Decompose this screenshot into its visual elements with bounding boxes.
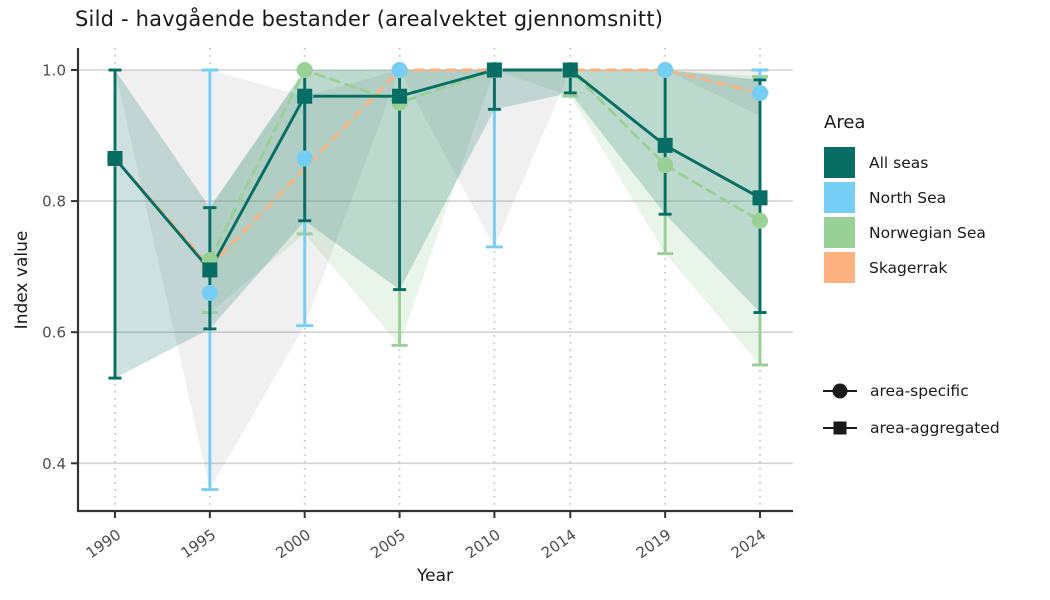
norwegian-sea-swatch-icon [824,217,855,248]
shape-legend-item-area-aggregated: area-aggregated [822,409,1050,446]
marker-north-sea [752,84,769,101]
series-line-all-seas [113,68,762,272]
marker-norwegian-sea [296,62,313,78]
circle-marker-icon [823,381,857,401]
shape-legend-label: area-aggregated [870,418,1000,437]
x-tick-label: 2024 [728,526,770,563]
skagerrak-swatch-icon [824,252,855,283]
legend-item-north-sea: North Sea [822,180,1042,215]
x-tick-label: 2000 [272,526,314,563]
marker-all-seas [202,262,218,278]
ribbon-north-sea [115,70,761,490]
x-tick-label: 2010 [462,526,504,563]
y-tick-label: 0.8 [42,193,66,211]
key-marker-shape [832,383,848,398]
shape-legend-item-area-specific: area-specific [822,372,1050,409]
north-sea-swatch-icon [824,182,855,213]
key-marker-shape [833,421,847,434]
square-marker-icon [823,418,857,438]
marker-norwegian-sea [752,212,769,229]
legend-item-skagerrak: Skagerrak [822,250,1042,285]
marker-all-seas [297,88,313,104]
ribbon-norwegian-sea [209,70,761,365]
marker-all-seas [107,150,123,166]
marker-all-seas [486,62,502,78]
x-axis-label: Year [417,566,453,586]
legend-item-all-seas: All seas [822,145,1042,180]
chart-title: Sild - havgående bestander (arealvektet … [75,7,664,31]
marker-north-sea [657,62,674,78]
marker-norwegian-sea [657,157,674,174]
marker-all-seas [562,62,578,78]
marker-north-sea [296,150,313,167]
y-tick-label: 0.4 [42,455,66,473]
shape-legend: area-specific area-aggregated [822,372,1050,446]
shape-legend-label: area-specific [870,381,969,400]
area-legend: Area All seas North Sea Norwegian Sea Sk… [822,112,1042,285]
legend-item-label: All seas [869,153,929,172]
x-tick-label: 2019 [633,526,675,563]
all-seas-swatch-icon [824,147,855,178]
x-tick-label: 1995 [178,526,220,563]
legend-item-label: Norwegian Sea [869,223,986,242]
x-tick-label: 2005 [367,526,409,563]
x-tick-label: 1990 [83,526,125,563]
legend-item-norwegian-sea: Norwegian Sea [822,215,1042,250]
x-tick-label: 2014 [538,526,580,563]
axis-lines [76,48,793,513]
marker-north-sea [391,62,408,78]
marker-all-seas [752,190,768,206]
marker-north-sea [201,284,218,301]
legend-item-label: North Sea [869,188,947,207]
y-axis-label: Index value [12,230,32,330]
legend-item-label: Skagerrak [869,258,948,277]
y-tick-label: 0.6 [42,324,66,342]
marker-all-seas [657,137,673,153]
marker-all-seas [392,88,408,104]
y-tick-label: 1.0 [42,62,66,80]
legend-title: Area [824,112,866,133]
